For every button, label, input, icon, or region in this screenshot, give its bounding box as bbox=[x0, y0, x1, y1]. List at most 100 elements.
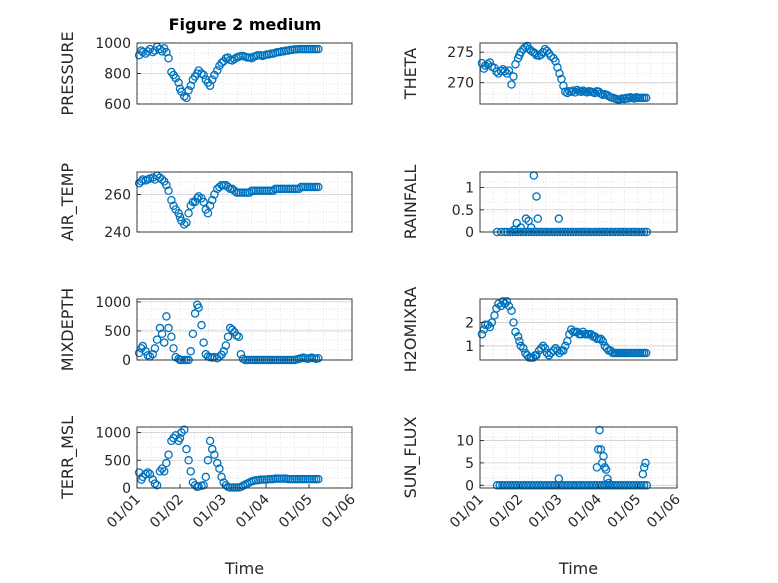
data-point bbox=[624, 94, 633, 103]
data-point bbox=[175, 212, 185, 222]
data-point bbox=[152, 480, 162, 490]
data-point bbox=[314, 474, 323, 484]
data-point bbox=[526, 481, 536, 490]
data-point bbox=[199, 70, 208, 80]
data-point bbox=[626, 481, 636, 490]
data-point bbox=[578, 86, 588, 95]
data-point bbox=[641, 458, 650, 468]
data-point bbox=[561, 87, 570, 97]
data-point bbox=[152, 335, 162, 344]
y-tick-label: 500 bbox=[104, 324, 131, 340]
data-point bbox=[598, 336, 608, 346]
data-point bbox=[566, 481, 575, 490]
data-point bbox=[605, 481, 615, 490]
data-point bbox=[542, 46, 552, 56]
data-point bbox=[213, 66, 222, 75]
data-point bbox=[538, 341, 548, 351]
data-point bbox=[616, 481, 625, 490]
data-point bbox=[572, 85, 582, 95]
axes-theta: 270 275 THETA bbox=[401, 41, 678, 105]
data-point bbox=[174, 208, 183, 218]
data-point bbox=[141, 469, 150, 479]
y-tick-label: 270 bbox=[447, 76, 474, 92]
data-point bbox=[205, 201, 215, 210]
data-point bbox=[570, 88, 580, 97]
data-point bbox=[513, 332, 523, 341]
data-point bbox=[314, 354, 323, 363]
data-point bbox=[148, 47, 158, 57]
data-point bbox=[495, 481, 504, 490]
x-axis-label: Time bbox=[224, 559, 264, 578]
y-axis-label: AIR_TEMP bbox=[58, 163, 78, 241]
data-point bbox=[492, 304, 501, 313]
data-point bbox=[553, 346, 562, 355]
data-point bbox=[182, 218, 191, 227]
y-tick-label: 1000 bbox=[95, 295, 131, 311]
data-point bbox=[524, 481, 533, 490]
data-point bbox=[582, 88, 592, 97]
data-point bbox=[542, 481, 552, 490]
data-point bbox=[203, 456, 213, 465]
data-point bbox=[545, 481, 554, 490]
data-point bbox=[182, 444, 191, 454]
data-point bbox=[314, 44, 323, 54]
data-point bbox=[504, 66, 514, 75]
data-point bbox=[159, 338, 169, 347]
data-point bbox=[511, 327, 520, 337]
x-axis-label: Time bbox=[558, 559, 598, 578]
data-point bbox=[221, 341, 231, 350]
data-point bbox=[485, 58, 495, 67]
data-point bbox=[563, 481, 573, 490]
data-point bbox=[157, 175, 167, 184]
data-point bbox=[213, 458, 222, 468]
data-point bbox=[502, 297, 512, 306]
data-point bbox=[521, 481, 531, 490]
y-tick-label: 1 bbox=[465, 181, 474, 197]
data-point bbox=[164, 450, 173, 459]
y-axis-label: SUN_FLUX bbox=[401, 417, 421, 499]
data-point bbox=[174, 78, 183, 87]
data-point bbox=[526, 223, 536, 232]
data-point bbox=[613, 481, 623, 490]
data-point bbox=[162, 312, 171, 321]
data-point bbox=[199, 480, 208, 490]
data-point bbox=[192, 193, 202, 203]
axes-box bbox=[136, 171, 353, 233]
data-point bbox=[167, 195, 176, 205]
data-point bbox=[177, 428, 186, 437]
data-point bbox=[169, 344, 178, 353]
data-point bbox=[584, 481, 594, 490]
y-tick-label: 5 bbox=[465, 456, 474, 472]
data-point bbox=[143, 468, 152, 477]
data-point bbox=[532, 481, 541, 490]
axes-rainfall: 0 0.5 1 RAINFALL bbox=[401, 165, 678, 241]
data-point bbox=[500, 481, 510, 490]
y-tick-label: 1000 bbox=[95, 426, 131, 442]
data-point bbox=[513, 481, 523, 490]
data-point bbox=[596, 334, 606, 344]
data-point bbox=[138, 472, 147, 482]
data-point bbox=[554, 214, 564, 223]
plot-area bbox=[137, 299, 352, 360]
data-point bbox=[503, 481, 512, 490]
data-point bbox=[519, 344, 528, 353]
data-point bbox=[582, 481, 591, 490]
data-point bbox=[203, 208, 213, 218]
data-point bbox=[533, 214, 543, 223]
y-tick-label: 800 bbox=[104, 67, 131, 83]
data-point bbox=[210, 450, 219, 459]
data-point bbox=[515, 336, 524, 346]
data-point bbox=[205, 436, 215, 446]
data-point bbox=[576, 481, 586, 490]
data-point bbox=[639, 481, 649, 490]
axes-box bbox=[136, 298, 353, 361]
axes-box bbox=[479, 298, 678, 361]
data-point bbox=[534, 481, 544, 490]
data-point bbox=[596, 89, 606, 98]
data-point bbox=[500, 66, 510, 76]
data-point bbox=[217, 472, 226, 482]
data-point bbox=[182, 93, 191, 103]
y-tick-label: 1 bbox=[465, 339, 474, 355]
